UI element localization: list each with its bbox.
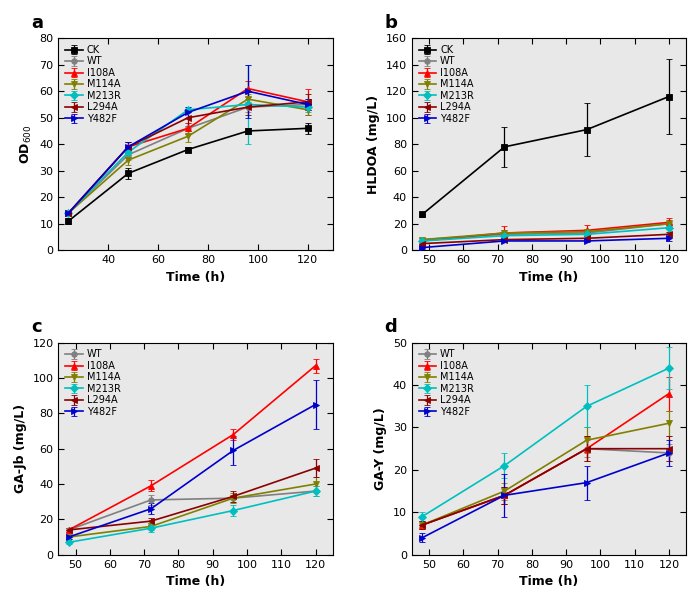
X-axis label: Time (h): Time (h) [519, 271, 579, 284]
Y-axis label: HLDOA (mg/L): HLDOA (mg/L) [368, 95, 380, 194]
Text: d: d [384, 318, 397, 337]
Legend: WT, I108A, M114A, M213R, L294A, Y482F: WT, I108A, M114A, M213R, L294A, Y482F [416, 347, 476, 419]
X-axis label: Time (h): Time (h) [166, 575, 225, 588]
X-axis label: Time (h): Time (h) [166, 271, 225, 284]
Legend: CK, WT, I108A, M114A, M213R, L294A, Y482F: CK, WT, I108A, M114A, M213R, L294A, Y482… [416, 43, 476, 126]
Text: b: b [384, 14, 398, 32]
Text: c: c [31, 318, 41, 337]
Text: a: a [31, 14, 43, 32]
Legend: CK, WT, I108A, M114A, M213R, L294A, Y482F: CK, WT, I108A, M114A, M213R, L294A, Y482… [63, 43, 122, 126]
Legend: WT, I108A, M114A, M213R, L294A, Y482F: WT, I108A, M114A, M213R, L294A, Y482F [63, 347, 122, 419]
Y-axis label: GA-Jb (mg/L): GA-Jb (mg/L) [14, 404, 27, 493]
X-axis label: Time (h): Time (h) [519, 575, 579, 588]
Y-axis label: OD$_{600}$: OD$_{600}$ [19, 125, 34, 164]
Y-axis label: GA-Y (mg/L): GA-Y (mg/L) [374, 408, 387, 490]
